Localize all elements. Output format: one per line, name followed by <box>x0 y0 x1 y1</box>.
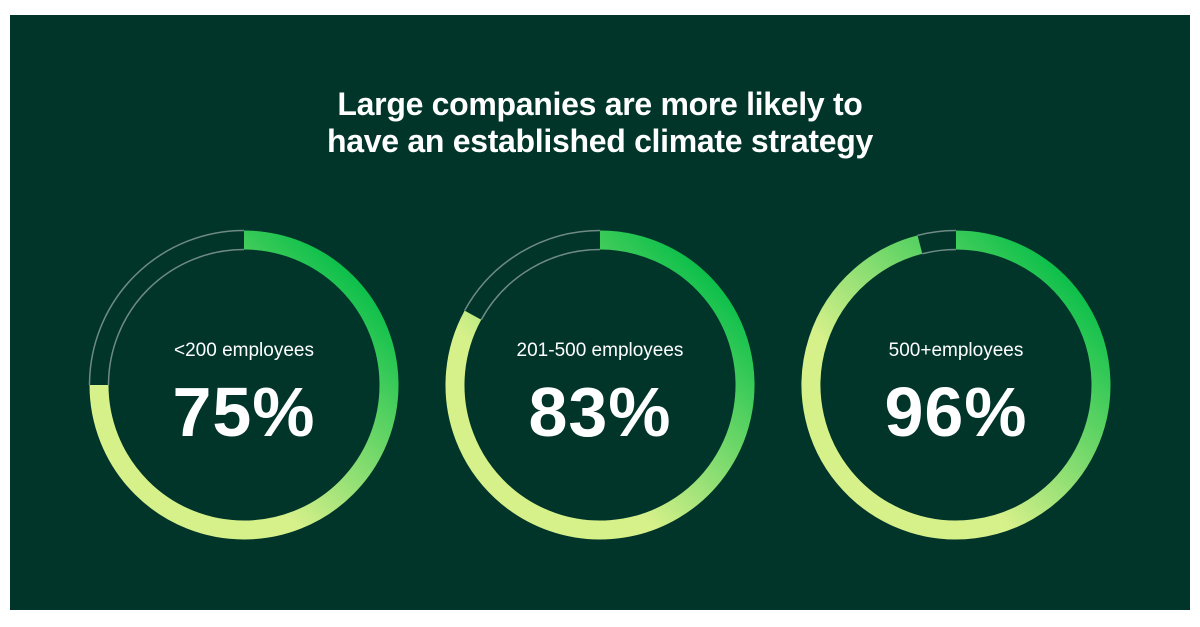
title-line-2: have an established climate strategy <box>327 123 873 159</box>
chart-title: Large companies are more likely to have … <box>0 86 1200 160</box>
ring-track-inner-0 <box>107 248 245 386</box>
category-label-medium: 201-500 employees <box>516 340 684 361</box>
value-label-small: 75% <box>172 373 316 451</box>
ring-track-inner-2 <box>922 248 957 255</box>
category-label-large: 500+employees <box>888 340 1024 361</box>
ring-track-outer-0 <box>88 229 245 386</box>
donut-arc-2 <box>801 230 1111 540</box>
value-label-medium: 83% <box>528 373 672 451</box>
ring-track-outer-1 <box>463 229 601 311</box>
donut-arc-0 <box>89 230 399 540</box>
value-label-large: 96% <box>884 373 1028 451</box>
title-line-1: Large companies are more likely to <box>337 86 863 122</box>
ring-track-inner-1 <box>480 248 601 321</box>
donut-arc-1 <box>445 230 755 540</box>
category-label-small: <200 employees <box>174 340 314 361</box>
ring-track-outer-2 <box>917 229 957 237</box>
chart-panel <box>10 15 1190 610</box>
